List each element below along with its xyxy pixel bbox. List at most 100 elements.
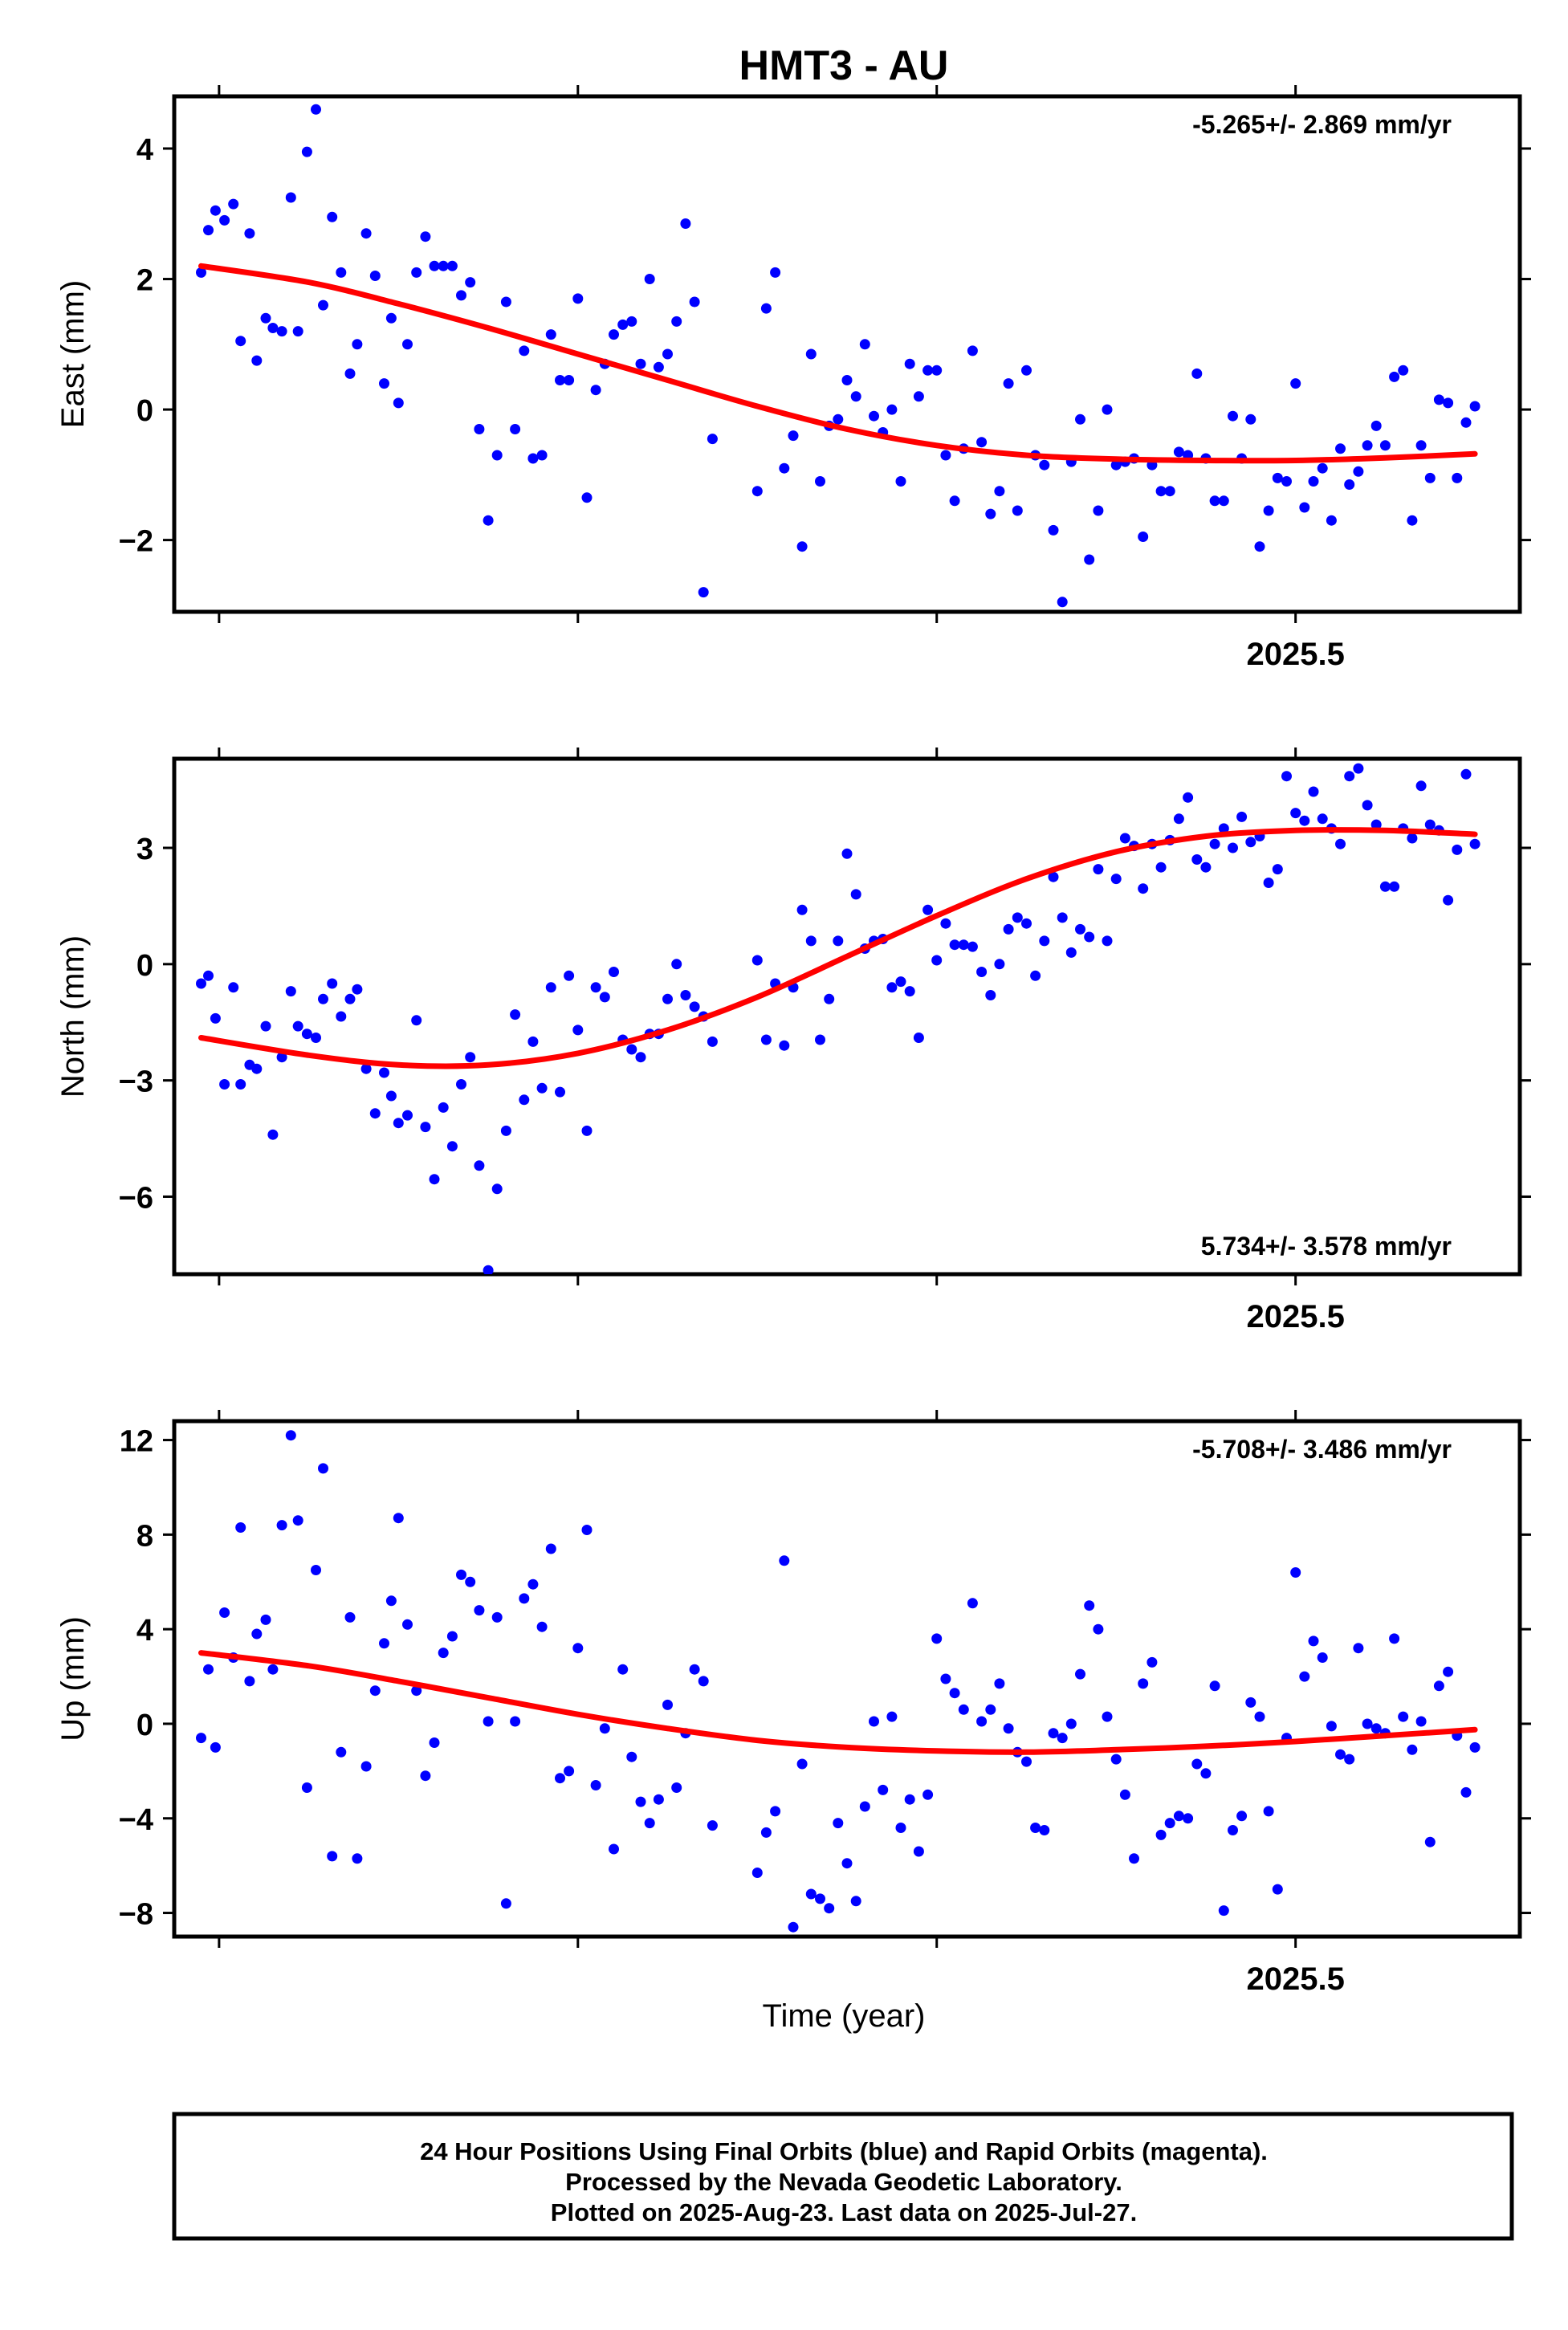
north-rate-annotation: 5.734+/- 3.578 mm/yr	[1201, 1232, 1452, 1261]
panels: 4 2 0 −2 2025.5 East (mm) -5.265+/- 2.869 mm/y…	[55, 85, 1531, 1997]
east-data-point	[456, 290, 466, 301]
east-data-point	[1155, 486, 1167, 497]
north-data-point	[841, 848, 853, 859]
north-data-point	[446, 1141, 458, 1152]
up-data-point	[1398, 1711, 1409, 1722]
up-data-points	[196, 1430, 1480, 1933]
north-data-point	[886, 982, 898, 993]
east-data-point	[1415, 440, 1427, 451]
north-data-point	[1362, 800, 1373, 811]
up-data-point	[360, 1761, 372, 1772]
east-data-point	[1093, 505, 1104, 516]
east-data-point	[1469, 401, 1480, 412]
east-data-point	[850, 391, 861, 402]
north-ytick-label: 0	[136, 949, 153, 983]
north-data-point	[976, 967, 988, 977]
up-data-point	[1155, 1829, 1167, 1840]
up-ytick-label: −4	[119, 1803, 153, 1837]
east-data-point	[833, 413, 844, 425]
north-data-point	[1236, 811, 1248, 822]
north-data-point	[1173, 813, 1184, 825]
north-data-point	[833, 935, 844, 947]
east-data-point	[1443, 397, 1454, 409]
up-data-point	[311, 1565, 321, 1575]
north-data-point	[393, 1118, 404, 1129]
up-data-point	[352, 1853, 363, 1864]
east-data-point	[536, 450, 548, 461]
north-data-point	[1281, 771, 1292, 782]
up-data-point	[1362, 1718, 1373, 1729]
east-data-point	[385, 312, 397, 324]
up-data-point	[465, 1576, 476, 1587]
east-ytick-label: 2	[136, 264, 153, 298]
north-data-point	[536, 1082, 548, 1094]
up-data-point	[1093, 1623, 1104, 1635]
north-data-point	[662, 993, 673, 1004]
up-data-point	[1146, 1656, 1158, 1668]
east-data-point	[1317, 462, 1328, 474]
north-data-point	[1415, 780, 1427, 792]
up-data-point	[318, 1463, 328, 1474]
east-data-point	[1433, 394, 1444, 405]
up-data-point	[707, 1820, 718, 1831]
east-data-point	[555, 375, 565, 385]
footer-line-1: 24 Hour Positions Using Final Orbits (bl…	[420, 2137, 1268, 2165]
east-data-point	[465, 277, 476, 288]
up-data-point	[671, 1782, 682, 1793]
up-y-axis-label: Up (mm)	[55, 1616, 91, 1741]
east-data-point	[572, 293, 584, 304]
up-data-point	[1433, 1680, 1444, 1692]
north-data-point	[967, 941, 978, 952]
east-ytick-label: 4	[136, 133, 153, 167]
east-data-point	[1389, 371, 1400, 382]
east-data-point	[510, 424, 521, 434]
east-data-point	[1299, 502, 1310, 513]
north-data-point	[779, 1040, 790, 1051]
east-data-point	[402, 339, 413, 350]
east-data-point	[1308, 476, 1319, 487]
east-data-point	[1173, 446, 1184, 458]
north-data-point	[1012, 912, 1023, 923]
up-data-point	[1254, 1711, 1265, 1722]
up-data-point	[500, 1898, 511, 1909]
up-data-point	[545, 1543, 556, 1554]
north-data-point	[609, 967, 619, 977]
figure-title: HMT3 - AU	[739, 43, 949, 89]
east-data-point	[788, 430, 799, 442]
east-data-point	[203, 225, 214, 236]
north-data-point	[276, 1052, 287, 1063]
up-data-point	[510, 1716, 521, 1727]
up-data-point	[385, 1595, 397, 1607]
footer-box: 24 Hour Positions Using Final Orbits (bl…	[172, 2112, 1514, 2241]
up-data-point	[244, 1676, 255, 1687]
up-data-point	[555, 1773, 565, 1784]
north-data-point	[352, 984, 363, 995]
north-data-point	[689, 1001, 700, 1012]
up-data-point	[1335, 1749, 1346, 1760]
up-data-point	[922, 1789, 934, 1800]
north-data-point	[555, 1086, 565, 1098]
up-data-point	[446, 1631, 458, 1642]
north-data-point	[949, 939, 960, 951]
up-data-point	[653, 1794, 664, 1805]
north-data-point	[1335, 838, 1346, 849]
up-data-point	[411, 1685, 422, 1697]
north-data-point	[318, 993, 328, 1004]
north-plot-frame	[172, 756, 1522, 1277]
up-data-point	[815, 1893, 825, 1904]
north-data-point	[267, 1129, 279, 1140]
up-data-point	[1048, 1728, 1059, 1739]
north-data-point	[465, 1052, 476, 1063]
east-data-point	[360, 228, 372, 239]
up-data-point	[1407, 1744, 1418, 1755]
north-data-point	[1138, 883, 1149, 894]
east-data-point	[1075, 413, 1085, 425]
up-data-point	[590, 1780, 601, 1790]
up-data-point	[1424, 1836, 1436, 1847]
east-data-point	[886, 404, 898, 415]
north-data-point	[327, 978, 338, 989]
up-data-point	[1173, 1811, 1184, 1822]
north-data-point	[1021, 918, 1032, 929]
north-data-point	[1370, 819, 1382, 830]
footer-line-3: Plotted on 2025-Aug-23. Last data on 202…	[551, 2198, 1137, 2226]
